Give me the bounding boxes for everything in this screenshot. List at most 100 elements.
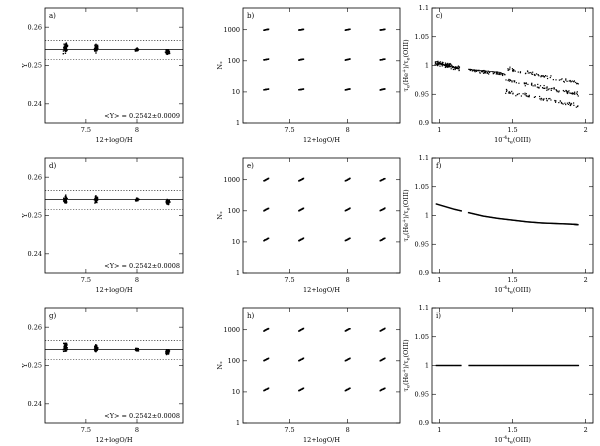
data-point: [488, 73, 490, 75]
data-point: [485, 215, 488, 218]
data-point: [563, 81, 565, 83]
data-point: [527, 83, 529, 85]
data-point: [518, 82, 520, 84]
data-point: [507, 69, 509, 71]
data-point: [512, 219, 515, 221]
data-point: [532, 85, 534, 87]
y-tick-label: 1: [425, 212, 429, 220]
data-point: [447, 64, 449, 66]
data-point: [454, 208, 456, 211]
data-point: [554, 222, 556, 225]
data-point: [167, 349, 170, 351]
x-axis-label: 12+logO/H: [95, 136, 132, 144]
data-point: [568, 223, 571, 225]
data-point: [566, 92, 568, 94]
data-point: [448, 207, 450, 209]
data-point: [544, 222, 546, 224]
data-point: [136, 348, 138, 350]
data-point: [562, 103, 564, 105]
data-point: [94, 47, 96, 50]
y-tick-label: 0.25: [28, 62, 42, 70]
data-point: [484, 215, 486, 218]
data-point: [492, 364, 495, 367]
data-point: [467, 211, 470, 214]
data-point: [469, 212, 471, 214]
data-point: [512, 93, 514, 95]
data-point: [65, 48, 68, 51]
data-point: [137, 199, 139, 202]
data-point: [66, 343, 68, 345]
data-point: [442, 64, 444, 66]
data-point: [524, 92, 526, 94]
data-point: [576, 83, 578, 85]
data-point: [572, 102, 575, 104]
data-point: [549, 364, 551, 367]
data-point: [65, 50, 67, 53]
data-point: [448, 63, 451, 66]
data-point: [64, 52, 67, 54]
data-point: [95, 43, 97, 46]
data-point: [511, 80, 513, 82]
data-point: [539, 364, 542, 367]
y-tick-label: 1.1: [419, 4, 429, 12]
data-point: [487, 364, 490, 367]
data-point: [574, 91, 576, 93]
data-point: [534, 73, 536, 76]
data-point: [95, 196, 98, 199]
data-point: [478, 214, 480, 216]
data-point: [516, 94, 518, 96]
panel-a: a) 7.5 8 0.24 0.25 0.26 12+logO/H Y <Y> = 0.2542…: [21, 7, 184, 144]
data-point: [564, 102, 566, 104]
data-point: [440, 62, 442, 65]
data-point: [449, 62, 451, 65]
data-point: [451, 65, 453, 67]
data-point: [165, 351, 168, 353]
data-point: [531, 84, 533, 86]
data-point: [531, 364, 534, 367]
data-point: [435, 364, 438, 367]
data-point: [577, 105, 579, 107]
data-point: [562, 223, 564, 225]
data-point: [569, 104, 572, 107]
data-point: [549, 76, 551, 79]
data-point: [510, 364, 512, 367]
data-point: [577, 95, 579, 97]
data-point: [65, 345, 67, 348]
data-point: [576, 82, 578, 85]
data-point: [536, 364, 539, 367]
data-point: [543, 98, 545, 100]
data-point: [513, 70, 515, 72]
panel-d: d) 7.5 8 0.24 0.25 0.26 12+logO/H Y <Y> = 0.2542…: [21, 157, 184, 294]
data-point: [451, 66, 453, 68]
data-point: [349, 207, 351, 209]
data-point: [65, 47, 67, 50]
data-point: [516, 219, 519, 222]
data-point: [541, 75, 543, 77]
data-point: [575, 81, 577, 84]
data-point: [513, 364, 515, 367]
y-tick-label: 0.25: [28, 212, 42, 220]
data-point: [445, 65, 447, 67]
x-tick-label: 8: [135, 426, 139, 434]
data-point: [525, 364, 527, 367]
data-point: [458, 69, 460, 72]
mean-annotation: <Y> = 0.2542±0.0009: [104, 112, 180, 120]
data-point: [349, 58, 351, 60]
data-point: [447, 62, 449, 65]
data-point: [576, 93, 578, 96]
data-point: [519, 220, 522, 222]
data-point: [567, 92, 569, 95]
data-point: [523, 364, 525, 367]
data-point: [572, 92, 574, 94]
panel-label: f): [436, 162, 442, 170]
data-point: [442, 364, 445, 367]
data-point: [563, 364, 565, 367]
data-point: [563, 223, 566, 225]
data-point: [136, 347, 138, 350]
data-point: [267, 357, 270, 359]
data-point: [521, 364, 523, 367]
x-tick-label: 1.5: [507, 276, 517, 284]
data-point: [65, 342, 68, 345]
y-tick-label: 1.05: [415, 333, 429, 341]
y-tick-label: 1000: [223, 176, 240, 184]
